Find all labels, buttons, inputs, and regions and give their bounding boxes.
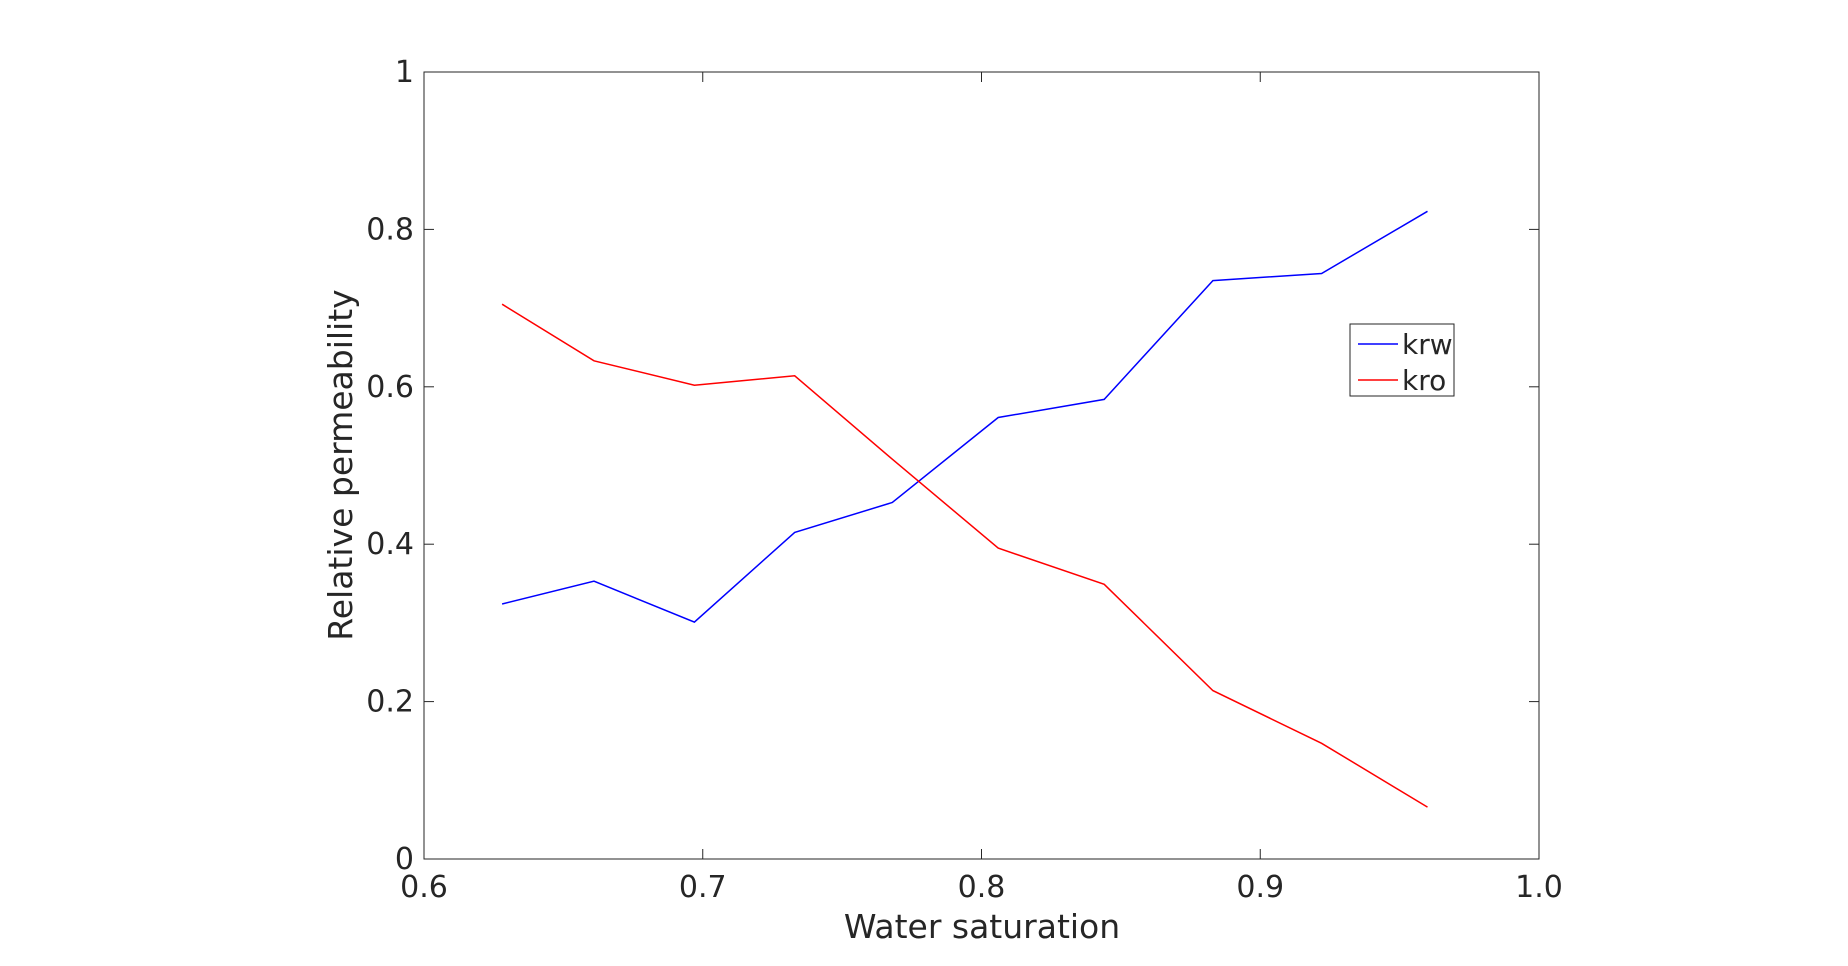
- plot-background: [424, 72, 1539, 859]
- x-tick-label: 0.9: [1236, 870, 1284, 905]
- series-layer: [501, 210, 1428, 808]
- x-axis-ticks: 0.6 0.7 0.8 0.9 1.0: [400, 72, 1563, 905]
- legend-box: [1349, 323, 1455, 397]
- y-tick-label: 0.2: [366, 685, 414, 720]
- y-tick-label: 0.6: [366, 370, 414, 405]
- x-tick-label: 0.6: [400, 870, 448, 905]
- y-tick-label: 0.4: [366, 527, 414, 562]
- series-line-kro: [501, 303, 1428, 808]
- x-tick-label: 0.7: [679, 870, 727, 905]
- x-tick-label: 0.8: [958, 870, 1006, 905]
- x-tick-label: 1.0: [1515, 870, 1563, 905]
- legend-label-krw: krw: [1402, 328, 1453, 361]
- plot-frame: [423, 71, 1540, 860]
- series-line-krw: [501, 210, 1428, 623]
- y-axis-ticks: 0 0.2 0.4 0.6 0.8 1: [366, 55, 1539, 877]
- y-tick-label: 0.8: [366, 212, 414, 247]
- y-tick-label: 0: [395, 842, 414, 877]
- y-axis-label: Relative permeability: [321, 289, 360, 640]
- legend-label-kro: kro: [1402, 364, 1446, 397]
- y-tick-label: 1: [395, 55, 414, 90]
- x-axis-label: Water saturation: [844, 907, 1120, 946]
